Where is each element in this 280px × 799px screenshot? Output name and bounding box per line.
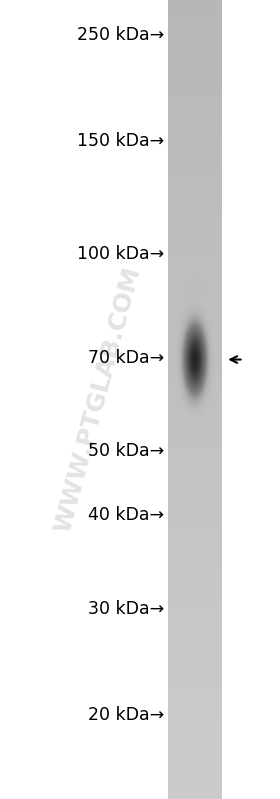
Text: 30 kDa→: 30 kDa→ (88, 600, 164, 618)
Text: 50 kDa→: 50 kDa→ (88, 442, 164, 459)
Text: 250 kDa→: 250 kDa→ (77, 26, 164, 44)
Text: 100 kDa→: 100 kDa→ (77, 245, 164, 263)
Text: WWW.PTGLAB.COM: WWW.PTGLAB.COM (51, 264, 145, 535)
Text: 70 kDa→: 70 kDa→ (88, 349, 164, 367)
Text: 20 kDa→: 20 kDa→ (88, 706, 164, 724)
Text: 150 kDa→: 150 kDa→ (77, 132, 164, 149)
Text: 40 kDa→: 40 kDa→ (88, 506, 164, 523)
